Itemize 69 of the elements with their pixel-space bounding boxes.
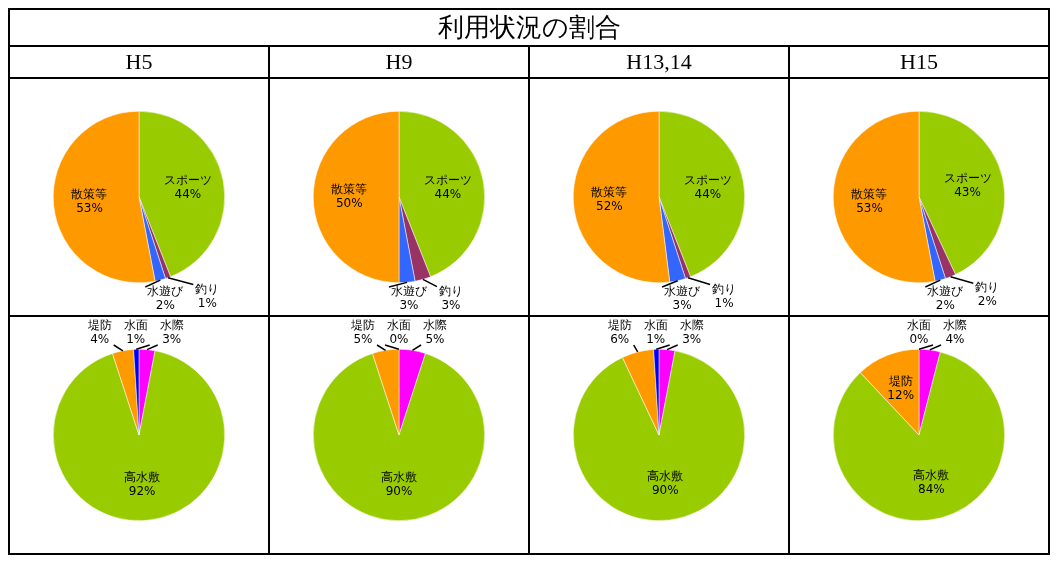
data-label: 2% [977,294,997,309]
data-label: 5% [353,332,373,347]
slice-label: 散策等 [331,182,368,197]
category-label: 水面 [907,318,931,333]
data-label: 50% [335,196,363,211]
slice-label: 水際 [159,318,184,333]
slice-label: スポーツ [163,172,212,187]
data-label: 1% [646,332,666,347]
data-label: 2% [155,298,175,313]
chart-title: H13,14 [529,46,789,78]
slice-label: 水遊び [664,284,702,299]
chart-title: H5 [9,46,269,78]
slice-label: 散策等 [591,185,628,200]
data-label: 52% [596,199,623,214]
slice-label: 水遊び [147,284,185,299]
slice-label: 釣り [712,281,737,296]
category-label: 水面 [387,318,411,333]
slice-label: 堤防 [350,318,375,333]
text: 利用状況の割合 [437,13,621,42]
data-label: 43% [954,185,981,200]
slice-label: 水遊び [927,284,965,299]
slice-label: 水遊び [390,284,428,299]
slice-label: 水際 [943,318,967,333]
slice-label: 水際 [423,318,447,333]
slice-label: 堤防 [606,318,632,333]
slice-label: 高水敷 [381,469,417,484]
data-label: 84% [918,482,945,497]
data-label: 6% [610,332,630,347]
slice-label: 釣り [195,281,220,296]
data-label: 3% [441,297,461,312]
text: 0% [909,332,929,347]
data-label: 44% [174,186,202,201]
slice-label: 散策等 [851,186,888,201]
data-label: 1% [197,295,217,310]
slice-label: 散策等 [71,186,108,201]
slice-label: 堤防 [86,318,112,333]
data-label: 12% [887,387,915,402]
data-label: 5% [425,332,445,347]
data-label: 2% [935,298,955,313]
slice-label: スポーツ [423,172,472,187]
data-label: 90% [651,483,679,498]
chart-title: H15 [789,46,1049,78]
text: 0% [389,332,409,347]
slice-label: 水面 [123,318,148,333]
slice-label: 釣り [975,280,1000,295]
slice-label: 高水敷 [913,468,950,483]
slice-label: 水際 [679,318,704,333]
data-label: 3% [399,298,419,313]
slice-label: スポーツ [943,171,992,186]
data-label: 92% [128,483,156,498]
slice-label: 堤防 [887,373,913,388]
slice-label: 釣り [438,283,463,298]
data-label: 90% [385,483,413,498]
data-label: 1% [714,295,734,310]
data-label: 4% [90,332,110,347]
data-label: 1% [126,332,146,347]
chart-title: H9 [269,46,529,78]
data-label: 44% [434,186,462,201]
slice-label: 高水敷 [124,469,161,484]
data-label: 53% [856,200,883,215]
slice-label: スポーツ [683,172,732,187]
data-label: 53% [76,200,103,215]
data-label: 3% [162,332,182,347]
slice-label: 水面 [643,318,668,333]
data-label: 3% [682,332,702,347]
data-label: 4% [945,332,965,347]
data-label: 3% [672,298,692,313]
slice-label: 高水敷 [647,469,684,484]
data-label: 44% [694,186,722,201]
